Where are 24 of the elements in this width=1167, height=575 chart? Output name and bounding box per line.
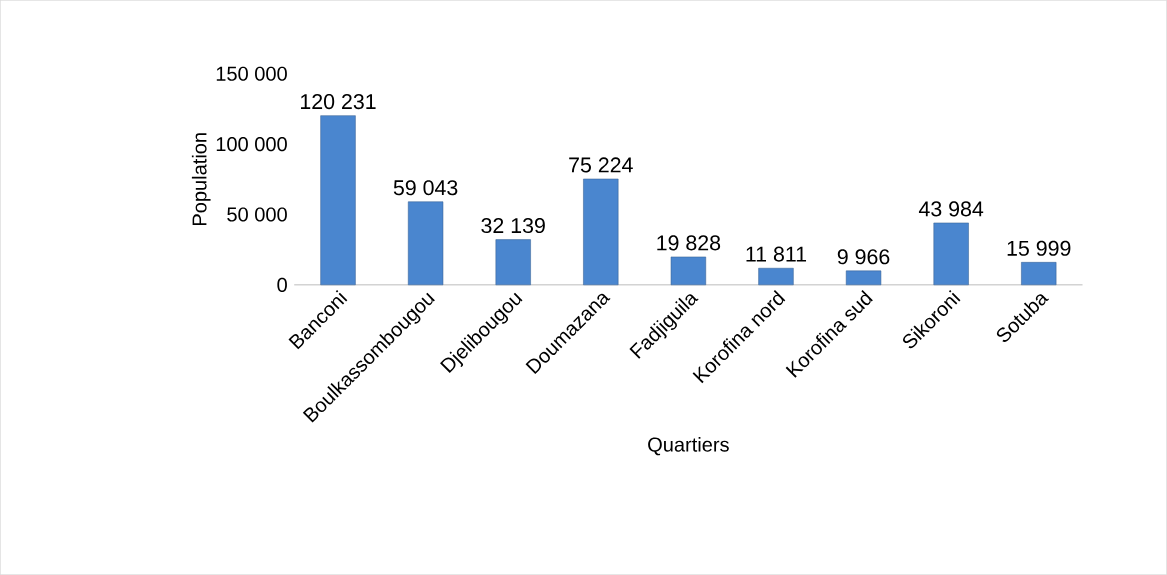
bar: [583, 178, 619, 286]
data-label: 120 231: [301, 93, 376, 110]
bar: [495, 239, 531, 286]
data-label: 15 999: [1007, 240, 1071, 256]
data-label: 9 966: [837, 249, 890, 265]
data-label: 43 984: [918, 201, 984, 217]
x-axis-title: Quartiers: [648, 436, 729, 456]
data-label: 59 043: [393, 180, 458, 196]
bar: [845, 270, 882, 286]
bar: [670, 256, 707, 286]
data-label: 19 828: [657, 235, 721, 251]
y-axis-title: Population: [191, 133, 211, 225]
y-tick-label: 0: [277, 277, 287, 292]
y-tick-label: 150 000: [216, 66, 287, 81]
bar: [933, 222, 969, 286]
data-label: 32 139: [481, 217, 545, 234]
y-tick-label: 100 000: [216, 136, 287, 152]
data-label: 75 224: [569, 157, 633, 173]
data-label: 11 811: [746, 246, 807, 262]
bar: [407, 201, 444, 286]
bar: [320, 115, 356, 286]
bar: [758, 267, 794, 286]
y-tick-label: 50 000: [227, 207, 287, 222]
bar: [1021, 262, 1057, 286]
